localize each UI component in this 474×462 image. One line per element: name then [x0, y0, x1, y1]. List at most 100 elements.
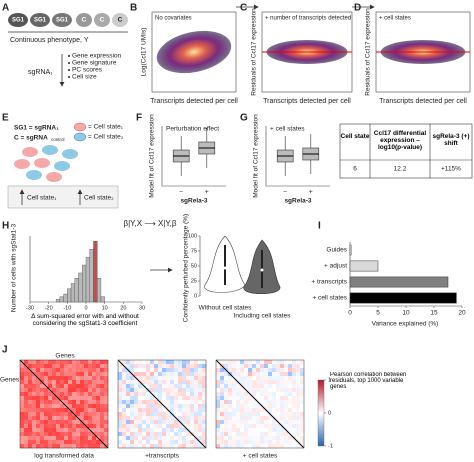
- heat-cell: [60, 372, 65, 377]
- heat-cell: [276, 380, 281, 385]
- heat-cell: [146, 400, 151, 405]
- heat-cell: [252, 408, 257, 413]
- heat-cell: [60, 376, 65, 381]
- heat-cell: [178, 440, 183, 445]
- heat-cell: [182, 376, 187, 381]
- heat-cell: [220, 384, 225, 389]
- heat-cell: [44, 368, 49, 373]
- heat-cell: [24, 400, 29, 405]
- heat-cell: [190, 400, 195, 405]
- heat-cell: [80, 412, 85, 417]
- heat-cell: [96, 444, 101, 449]
- x-tick-label: +: [205, 189, 209, 196]
- heat-cell: [76, 392, 81, 397]
- heat-cell: [166, 428, 171, 433]
- heat-cell: [60, 392, 65, 397]
- heat-cell: [292, 388, 297, 393]
- heat-cell: [84, 404, 89, 409]
- heat-cell: [198, 364, 203, 369]
- heat-cell: [232, 444, 237, 449]
- heat-cell: [52, 440, 57, 445]
- heat-cell: [220, 432, 225, 437]
- heat-cell: [126, 436, 131, 441]
- heat-cell: [178, 400, 183, 405]
- heat-cell: [300, 388, 305, 393]
- heat-cell: [92, 428, 97, 433]
- bullet: [68, 76, 70, 78]
- heat-cell: [178, 436, 183, 441]
- histogram-bar: [63, 293, 68, 303]
- heat-cell: [220, 376, 225, 381]
- heat-cell: [150, 408, 155, 413]
- heat-cell: [244, 408, 249, 413]
- heat-cell: [76, 360, 81, 365]
- heat-cell: [48, 368, 53, 373]
- heat-cell: [296, 364, 301, 369]
- heat-cell: [300, 400, 305, 405]
- heat-cell: [216, 432, 221, 437]
- heat-cell: [186, 408, 191, 413]
- heat-cell: [166, 444, 171, 449]
- heat-cell: [96, 368, 101, 373]
- heat-cell: [260, 368, 265, 373]
- heat-cell: [118, 408, 123, 413]
- heat-cell: [56, 408, 61, 413]
- heat-cell: [92, 384, 97, 389]
- heat-cell: [64, 416, 69, 421]
- heat-cell: [44, 420, 49, 425]
- heat-cell: [150, 428, 155, 433]
- header-cell: Ccl17 differential expression –log10(p-v…: [373, 130, 427, 151]
- heat-cell: [60, 368, 65, 373]
- heat-cell: [92, 424, 97, 429]
- heat-cell: [260, 372, 265, 377]
- heat-cell: [288, 368, 293, 373]
- heat-cell: [244, 432, 249, 437]
- y-label: Model fit of Ccl17 expression: [149, 114, 156, 198]
- cell: [14, 159, 30, 169]
- heat-cell: [154, 376, 159, 381]
- heat-cell: [68, 420, 73, 425]
- heat-cell: [118, 364, 123, 369]
- heat-cell: [260, 384, 265, 389]
- heat-cell: [256, 428, 261, 433]
- heat-cell: [158, 376, 163, 381]
- heat-cell: [248, 420, 253, 425]
- heat-cell: [300, 432, 305, 437]
- heat-cell: [36, 408, 41, 413]
- guide: SG1: [12, 18, 25, 24]
- heat-cell: [228, 384, 233, 389]
- heat-cell: [158, 428, 163, 433]
- heat-cell: [300, 396, 305, 401]
- heat-cell: [100, 392, 105, 397]
- heat-cell: [224, 388, 229, 393]
- heat-cell: [228, 428, 233, 433]
- heat-cell: [130, 436, 135, 441]
- heat-cell: [96, 440, 101, 445]
- violin-label: Without cell states: [199, 305, 252, 312]
- violin-median: [223, 266, 227, 270]
- heat-cell: [138, 444, 143, 449]
- heat-cell: [28, 360, 33, 365]
- heat-cell: [130, 364, 135, 369]
- heat-cell: [248, 372, 253, 377]
- heat-cell: [28, 364, 33, 369]
- heat-cell: [92, 440, 97, 445]
- heat-cell: [64, 380, 69, 385]
- heat-cell: [220, 396, 225, 401]
- heat-cell: [288, 372, 293, 377]
- heat-cell: [268, 396, 273, 401]
- heat-cell: [52, 396, 57, 401]
- colorbar-tick-label: -1: [328, 443, 333, 449]
- heat-cell: [56, 416, 61, 421]
- heat-cell: [252, 368, 257, 373]
- heat-cell: [68, 376, 73, 381]
- heat-cell: [56, 432, 61, 437]
- heat-cell: [228, 396, 233, 401]
- heat-cell: [194, 444, 199, 449]
- heat-cell: [296, 400, 301, 405]
- heat-cell: [292, 432, 297, 437]
- heat-cell: [264, 380, 269, 385]
- heat-cell: [28, 384, 33, 389]
- heat-cell: [186, 420, 191, 425]
- heat-cell: [142, 408, 147, 413]
